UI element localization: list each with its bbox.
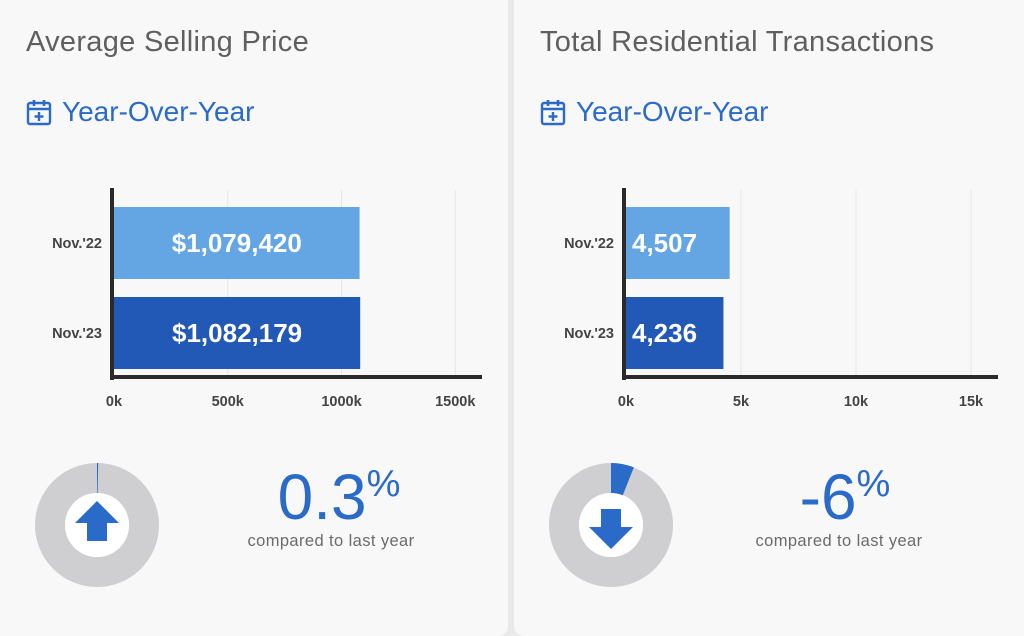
donut-change-segment [97,463,99,494]
period-label: Year-Over-Year [26,96,254,128]
change-percent: 0.3% [214,462,464,532]
avg-price-bar-chart: $1,079,420 Nov.'22 $1,082,179 Nov.'23 0k 500k… [52,188,482,410]
percent-symbol: % [366,463,401,505]
category-label: Nov.'22 [52,236,102,252]
period-label-text: Year-Over-Year [62,96,255,127]
bar-1 [626,297,724,369]
x-tick-label: 5k [733,394,750,410]
x-tick-label: 0k [618,394,635,410]
change-percent: -6% [720,462,970,532]
change-value: -6 [799,461,857,533]
x-tick-label: 15k [959,394,984,410]
arrow-down-icon [589,509,633,549]
change-value: 0.3 [277,461,367,533]
x-tick-label: 10k [844,394,869,410]
calendar-plus-icon [26,100,52,126]
bar-0 [114,207,360,279]
donut-change-segment [611,463,634,496]
category-label: Nov.'23 [52,326,102,342]
change-donut [35,463,159,587]
x-tick-label: 0k [106,394,123,410]
arrow-up-icon [75,501,119,541]
x-tick-label: 500k [212,394,245,410]
change-caption: compared to last year [247,532,415,550]
x-tick-label: 1500k [435,394,476,410]
card-title: Average Selling Price [26,26,310,58]
bar-0 [626,207,730,279]
period-label-text: Year-Over-Year [576,96,769,127]
transactions-card: Total Residential Transactions Year-Over… [514,0,1024,636]
bar-value-label: $1,079,420 [172,228,302,258]
transactions-bar-chart: 4,507 Nov.'22 4,236 Nov.'23 0k 5k 10k 15k [564,188,998,410]
avg-price-card: Average Selling Price Year-Over-Year $1,… [0,0,508,636]
card-title: Total Residential Transactions [540,26,935,58]
bar-value-label: $1,082,179 [172,318,302,348]
category-label: Nov.'23 [564,326,614,342]
category-label: Nov.'22 [564,236,614,252]
percent-symbol: % [856,463,891,505]
bar-value-label: 4,507 [632,228,697,258]
bar-value-label: 4,236 [632,318,697,348]
bar-1 [114,297,361,369]
x-tick-label: 1000k [321,394,362,410]
calendar-plus-icon [540,100,566,126]
change-donut [549,463,673,587]
period-label: Year-Over-Year [540,96,768,128]
change-caption: compared to last year [755,532,923,550]
